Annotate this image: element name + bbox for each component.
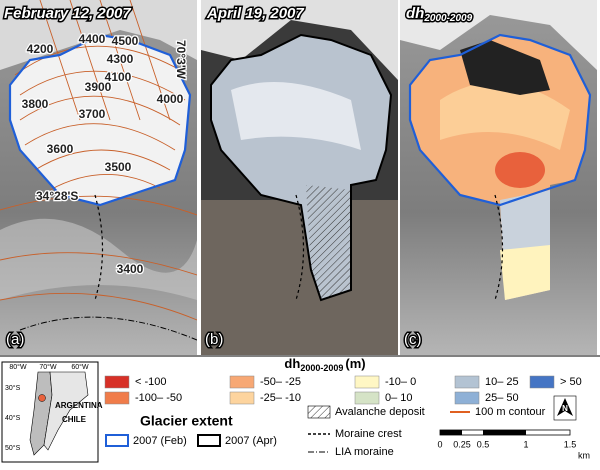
contour-label: 4400 (79, 32, 106, 46)
class-swatch (229, 391, 255, 405)
coord-label: 70°3'W (174, 40, 188, 80)
contour-label: 4500 (112, 34, 139, 48)
north-label: N (562, 404, 568, 413)
class-swatch (454, 391, 480, 405)
swatch (197, 434, 221, 447)
legend-label: 2007 (Feb) (133, 435, 187, 447)
class-swatch (104, 391, 130, 405)
contour-label: 4000 (157, 92, 184, 106)
scale-bar: 0 0.25 0.5 1 1.5km (437, 429, 590, 460)
contour-label: 3900 (85, 80, 112, 94)
panel-title: April 19, 2007 (206, 5, 304, 22)
class-label: 0– 10 (385, 392, 413, 404)
class-label: < -100 (135, 376, 167, 388)
contour-label: 3700 (79, 107, 106, 121)
lon-label: 70°W (39, 363, 57, 371)
legend-label: Moraine crest (335, 428, 402, 440)
contour-label: 3500 (105, 160, 132, 174)
class-swatch (229, 375, 255, 389)
panel-letter: (b) (205, 331, 223, 348)
panel-letter: (c) (404, 331, 422, 348)
class-swatch (104, 375, 130, 389)
legend-label: 2007 (Apr) (225, 435, 277, 447)
contour-label: 3600 (47, 142, 74, 156)
coord-label: 34°28'S (36, 189, 78, 203)
contour-label: 4100 (105, 70, 132, 84)
contour-label: 3400 (117, 262, 144, 276)
class-swatch (529, 375, 555, 389)
class-label: 10– 25 (485, 376, 519, 388)
title-sub: 2000-2009 (300, 363, 343, 373)
title-main: dh (406, 5, 424, 22)
class-label: > 50 (560, 376, 582, 388)
scale-label: 0 (437, 439, 442, 449)
class-swatch (354, 391, 380, 405)
class-label: -100– -50 (135, 392, 182, 404)
class-swatch (454, 375, 480, 389)
panel-b: April 19, 2007 (b) (201, 0, 398, 355)
scale-label: 1.5 (564, 439, 577, 449)
class-label: 25– 50 (485, 392, 519, 404)
inset-map: 80°W 70°W 60°W 30°S 40°S 50°S ARGENTINA CHILE (1, 361, 103, 463)
scale-label: 0.25 (453, 439, 471, 449)
swatch (307, 405, 331, 419)
contour-label: 3800 (22, 97, 49, 111)
panel-c: dh2000-2009 (c) (400, 0, 597, 355)
legend-label: Avalanche deposit (335, 406, 425, 418)
country-label: ARGENTINA (55, 401, 103, 410)
contour-label: 4300 (107, 52, 134, 66)
lat-label: 50°S (5, 444, 21, 452)
class-label: -25– -10 (260, 392, 301, 404)
lon-label: 60°W (71, 363, 89, 371)
swatch (105, 434, 129, 447)
extent-title: Glacier extent (140, 413, 233, 429)
legend-label: LIA moraine (335, 446, 394, 458)
title-sub: 2000-2009 (423, 13, 472, 24)
panel-title: dh2000-2009 (406, 5, 473, 24)
north-arrow: N (553, 395, 577, 421)
class-label: -10– 0 (385, 376, 416, 388)
scale-label: 1 (523, 439, 528, 449)
lat-label: 30°S (5, 384, 21, 392)
lat-label: 40°S (5, 414, 21, 422)
class-label: -50– -25 (260, 376, 301, 388)
title-unit: (m) (345, 356, 365, 371)
panel-title: February 12, 2007 (4, 5, 131, 22)
class-swatch (354, 375, 380, 389)
legend-label: 100 m contour (475, 406, 546, 418)
panel-a: February 12, 2007 (a) 70°3'W 34°28'S 420… (0, 0, 197, 355)
panel-letter: (a) (6, 331, 24, 348)
scale-label: 0.5 (477, 439, 490, 449)
legend-title: dh2000-2009 (m) (284, 356, 365, 373)
country-label: CHILE (62, 415, 87, 424)
title-main: dh (284, 356, 300, 371)
contour-label: 4200 (27, 42, 54, 56)
scale-unit: km (578, 450, 590, 460)
lon-label: 80°W (9, 363, 27, 371)
